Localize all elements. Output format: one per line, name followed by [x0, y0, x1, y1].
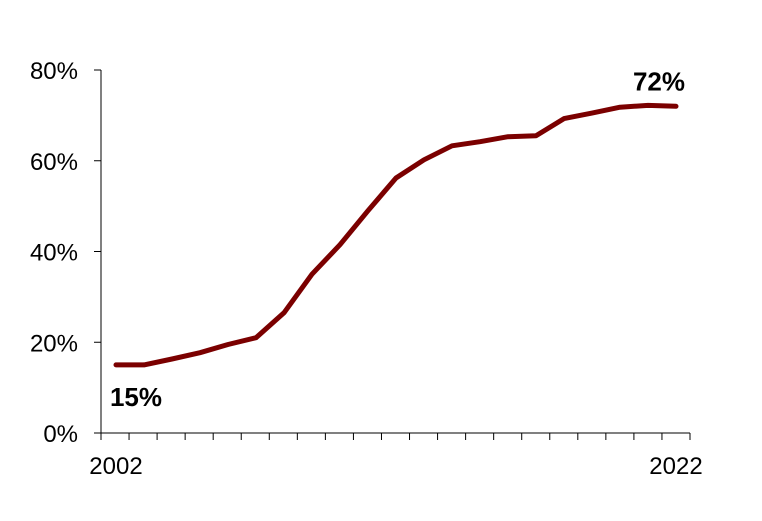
- y-tick-label: 60%: [30, 149, 78, 176]
- data-labels: 15% 72%: [110, 66, 685, 412]
- y-tick-label: 20%: [30, 330, 78, 357]
- data-label: 15%: [110, 382, 162, 412]
- y-tick-label: 0%: [43, 421, 78, 448]
- x-ticks: 2002 2022: [89, 433, 703, 480]
- y-ticks: 0% 20% 40% 60% 80%: [30, 58, 101, 448]
- y-tick-label: 80%: [30, 58, 78, 85]
- x-tick-label: 2002: [89, 453, 142, 480]
- y-tick-label: 40%: [30, 240, 78, 267]
- x-tick-label: 2022: [649, 453, 702, 480]
- data-label: 72%: [633, 66, 685, 96]
- series-line: [113, 102, 679, 368]
